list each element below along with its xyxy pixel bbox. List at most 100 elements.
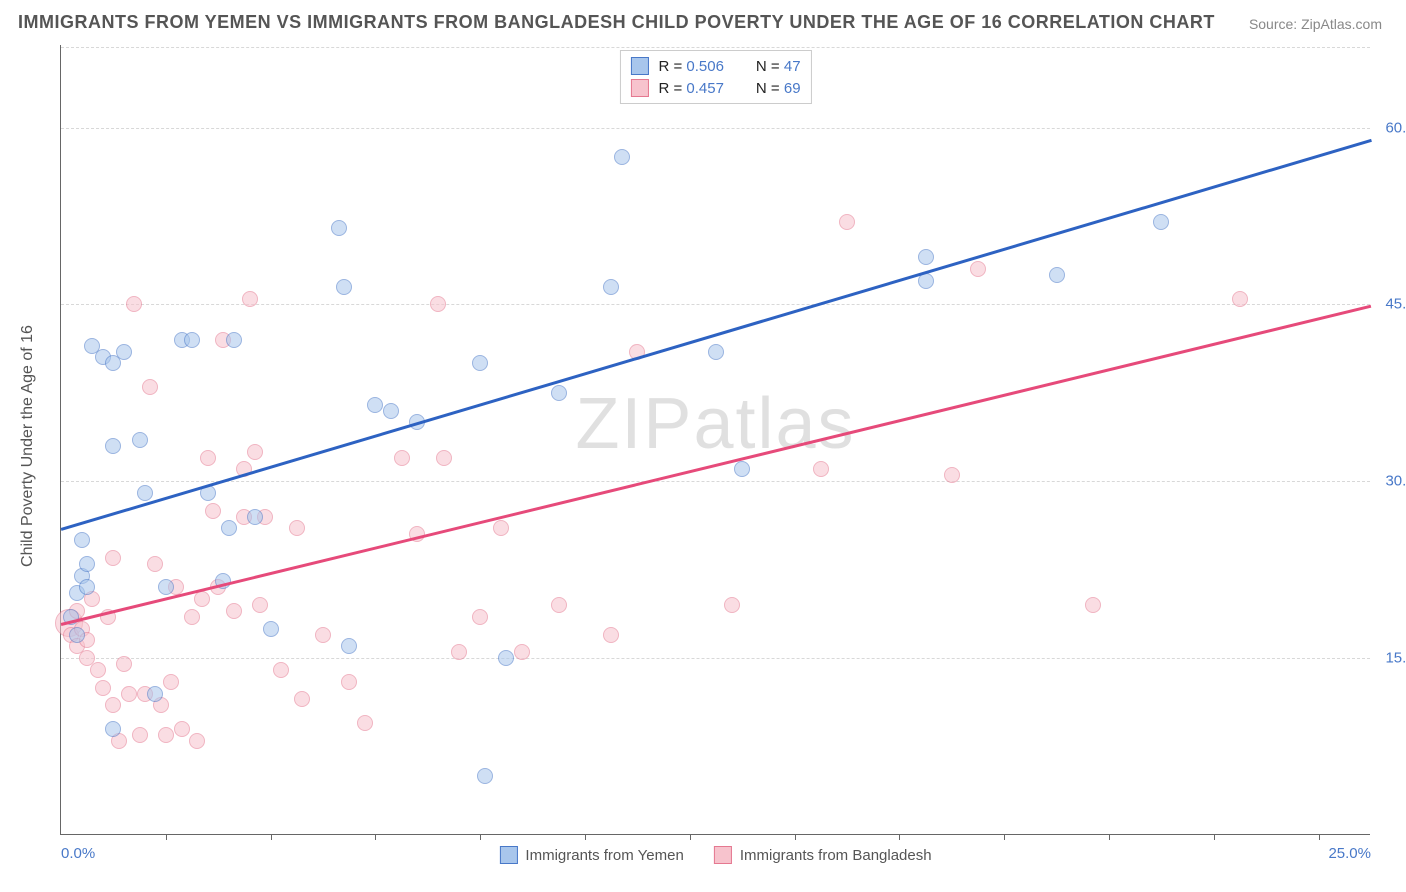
data-point: [105, 438, 121, 454]
data-point: [477, 768, 493, 784]
x-tick-label: 25.0%: [1328, 845, 1371, 862]
data-point: [247, 509, 263, 525]
data-point: [263, 621, 279, 637]
data-point: [79, 579, 95, 595]
data-point: [734, 461, 750, 477]
x-tick-mark: [795, 834, 796, 840]
y-tick-label: 30.0%: [1373, 473, 1406, 490]
data-point: [69, 627, 85, 643]
chart-title: IMMIGRANTS FROM YEMEN VS IMMIGRANTS FROM…: [18, 12, 1215, 33]
data-point: [289, 520, 305, 536]
r-label: R =: [658, 58, 682, 75]
data-point: [126, 296, 142, 312]
legend-stats-row-bangladesh: R = 0.457 N = 69: [630, 77, 800, 99]
data-point: [944, 467, 960, 483]
y-tick-label: 60.0%: [1373, 119, 1406, 136]
data-point: [221, 520, 237, 536]
legend-label-yemen: Immigrants from Yemen: [525, 847, 683, 864]
legend-label-bangladesh: Immigrants from Bangladesh: [740, 847, 932, 864]
data-point: [147, 556, 163, 572]
data-point: [294, 691, 310, 707]
r-label: R =: [658, 80, 682, 97]
data-point: [357, 715, 373, 731]
data-point: [105, 721, 121, 737]
data-point: [813, 461, 829, 477]
legend-item-bangladesh: Immigrants from Bangladesh: [714, 846, 932, 864]
data-point: [194, 591, 210, 607]
trend-line: [61, 139, 1372, 531]
data-point: [551, 597, 567, 613]
data-point: [367, 397, 383, 413]
gridline-h: [61, 47, 1370, 48]
data-point: [1232, 291, 1248, 307]
data-point: [493, 520, 509, 536]
data-point: [498, 650, 514, 666]
data-point: [184, 609, 200, 625]
data-point: [158, 579, 174, 595]
data-point: [200, 450, 216, 466]
legend-stats-row-yemen: R = 0.506 N = 47: [630, 55, 800, 77]
data-point: [451, 644, 467, 660]
r-value-yemen: 0.506: [686, 58, 724, 75]
data-point: [142, 379, 158, 395]
data-point: [163, 674, 179, 690]
r-value-bangladesh: 0.457: [686, 80, 724, 97]
data-point: [614, 149, 630, 165]
data-point: [189, 733, 205, 749]
data-point: [603, 627, 619, 643]
data-point: [341, 674, 357, 690]
n-value-bangladesh: 69: [784, 80, 801, 97]
data-point: [226, 603, 242, 619]
data-point: [137, 485, 153, 501]
y-tick-label: 45.0%: [1373, 296, 1406, 313]
x-tick-mark: [375, 834, 376, 840]
data-point: [603, 279, 619, 295]
gridline-h: [61, 128, 1370, 129]
data-point: [242, 291, 258, 307]
data-point: [472, 355, 488, 371]
data-point: [341, 638, 357, 654]
data-point: [132, 727, 148, 743]
source-attribution: Source: ZipAtlas.com: [1249, 16, 1382, 32]
data-point: [514, 644, 530, 660]
data-point: [708, 344, 724, 360]
data-point: [1049, 267, 1065, 283]
x-tick-mark: [1004, 834, 1005, 840]
plot-area: ZIPatlas R = 0.506 N = 47 R = 0.457 N = …: [60, 45, 1370, 835]
data-point: [315, 627, 331, 643]
x-tick-mark: [1214, 834, 1215, 840]
gridline-h: [61, 304, 1370, 305]
swatch-bangladesh: [714, 846, 732, 864]
data-point: [394, 450, 410, 466]
legend-item-yemen: Immigrants from Yemen: [499, 846, 683, 864]
x-tick-mark: [1319, 834, 1320, 840]
n-label: N =: [756, 80, 780, 97]
legend-stats-box: R = 0.506 N = 47 R = 0.457 N = 69: [619, 50, 811, 104]
swatch-bangladesh: [630, 79, 648, 97]
data-point: [336, 279, 352, 295]
data-point: [252, 597, 268, 613]
data-point: [436, 450, 452, 466]
x-tick-mark: [271, 834, 272, 840]
data-point: [132, 432, 148, 448]
data-point: [918, 249, 934, 265]
data-point: [970, 261, 986, 277]
x-tick-mark: [166, 834, 167, 840]
gridline-h: [61, 658, 1370, 659]
data-point: [1085, 597, 1101, 613]
x-tick-mark: [690, 834, 691, 840]
data-point: [205, 503, 221, 519]
legend-series-box: Immigrants from Yemen Immigrants from Ba…: [499, 846, 931, 864]
data-point: [116, 344, 132, 360]
data-point: [472, 609, 488, 625]
x-tick-mark: [585, 834, 586, 840]
data-point: [839, 214, 855, 230]
data-point: [105, 550, 121, 566]
gridline-h: [61, 481, 1370, 482]
swatch-yemen: [630, 57, 648, 75]
data-point: [158, 727, 174, 743]
data-point: [226, 332, 242, 348]
data-point: [121, 686, 137, 702]
data-point: [90, 662, 106, 678]
x-tick-mark: [899, 834, 900, 840]
